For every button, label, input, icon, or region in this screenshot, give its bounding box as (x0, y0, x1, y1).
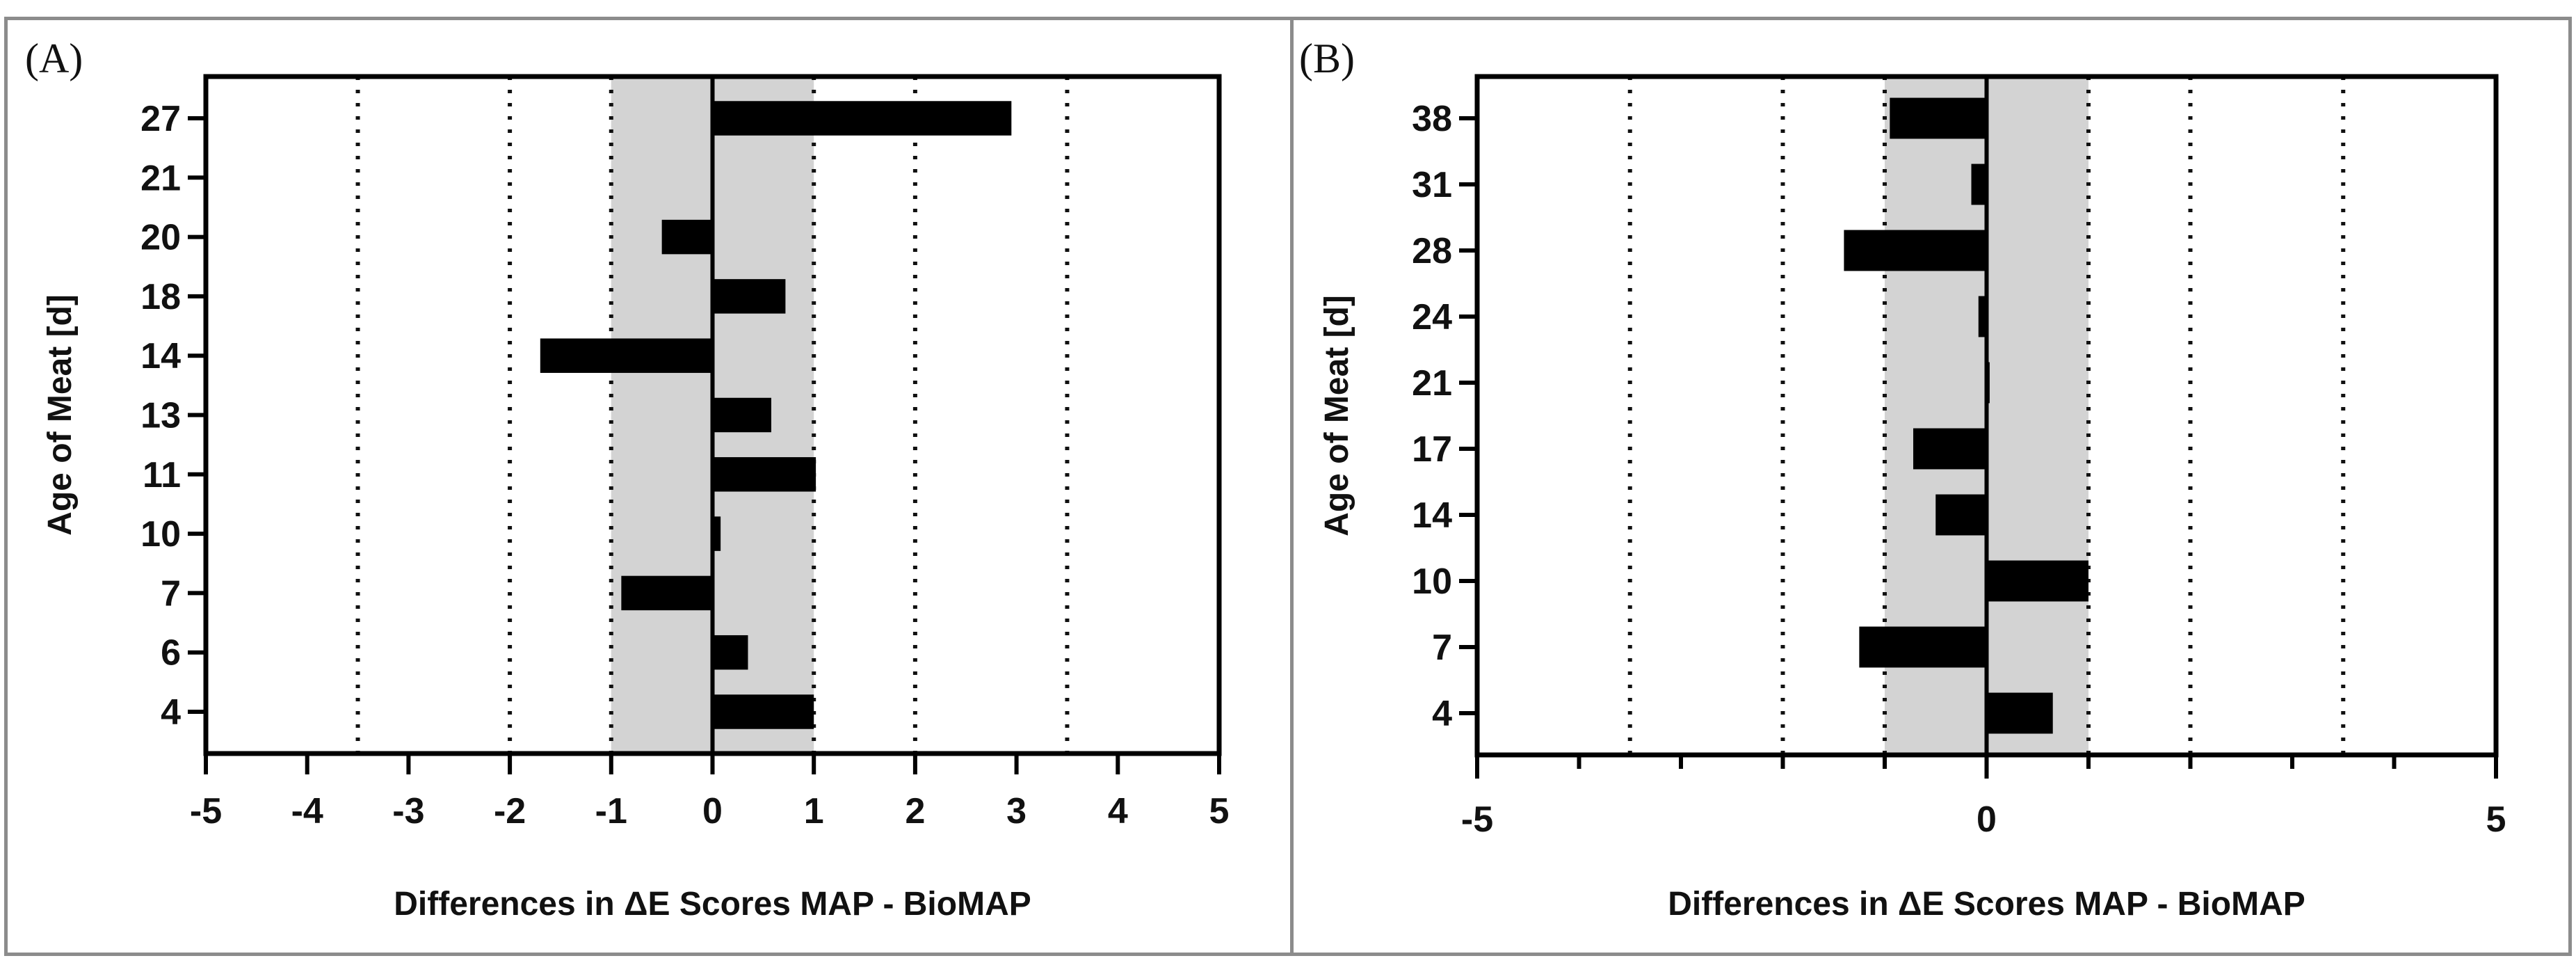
x-tick-label: -1 (595, 791, 627, 831)
x-axis-title: Differences in ΔE Scores MAP - BioMAP (1668, 886, 2305, 923)
bar-18 (712, 279, 786, 314)
bar-31 (1971, 164, 1987, 205)
bar-4 (712, 694, 814, 729)
x-tick-label: 3 (1006, 791, 1027, 831)
bar-17 (1913, 428, 1987, 470)
y-tick-label: 27 (140, 99, 181, 139)
y-tick-label: 21 (140, 158, 181, 198)
bar-7 (1859, 626, 1987, 668)
bar-10 (712, 516, 721, 551)
y-tick-label: 11 (143, 455, 181, 495)
y-tick-label: 18 (140, 277, 181, 317)
x-tick-label: 0 (702, 791, 723, 831)
bar-28 (1844, 230, 1987, 271)
bar-20 (661, 219, 713, 255)
bar-14 (1935, 494, 1987, 536)
panel-a-label: (A) (25, 35, 83, 81)
x-tick-label: -3 (392, 791, 424, 831)
y-axis-title: Age of Meat [d] (42, 294, 79, 536)
x-tick-label: 1 (804, 791, 824, 831)
x-tick-label: -4 (291, 791, 323, 831)
y-tick-label: 10 (140, 514, 181, 555)
y-tick-label: 10 (1412, 561, 1452, 602)
bar-38 (1890, 97, 1987, 139)
x-tick-label: 0 (1977, 799, 1997, 840)
bar-13 (712, 397, 772, 433)
y-tick-label: 17 (1412, 429, 1452, 470)
x-tick-label: -5 (1461, 799, 1493, 840)
y-tick-label: 24 (1412, 297, 1452, 337)
bar-24 (1978, 296, 1987, 337)
x-tick-label: -5 (190, 791, 222, 831)
y-axis-title: Age of Meat [d] (1319, 295, 1355, 536)
y-tick-label: 21 (1412, 363, 1452, 404)
bar-10 (1986, 560, 2088, 602)
x-tick-label: 5 (2486, 799, 2506, 840)
x-tick-label: 5 (1209, 791, 1230, 831)
bar-6 (712, 635, 748, 670)
x-tick-label: -2 (494, 791, 526, 831)
y-tick-label: 38 (1412, 99, 1452, 139)
bar-4 (1986, 692, 2053, 734)
y-tick-label: 13 (140, 396, 181, 436)
y-tick-label: 7 (161, 573, 181, 614)
y-tick-label: 20 (140, 218, 181, 258)
y-tick-label: 4 (1432, 694, 1452, 734)
bar-27 (712, 101, 1012, 136)
x-tick-label: 2 (905, 791, 925, 831)
x-axis-title: Differences in ΔE Scores MAP - BioMAP (394, 886, 1031, 923)
y-tick-label: 4 (161, 692, 181, 733)
bar-7 (621, 575, 713, 611)
x-tick-label: 4 (1108, 791, 1128, 831)
y-tick-label: 31 (1412, 165, 1452, 205)
y-tick-label: 14 (140, 336, 181, 376)
y-tick-label: 28 (1412, 231, 1452, 271)
panel-b-label: (B) (1299, 35, 1355, 81)
bar-11 (712, 457, 816, 492)
y-tick-label: 6 (161, 633, 181, 674)
y-tick-label: 7 (1432, 628, 1452, 668)
y-tick-label: 14 (1412, 495, 1452, 536)
bar-14 (540, 338, 713, 373)
